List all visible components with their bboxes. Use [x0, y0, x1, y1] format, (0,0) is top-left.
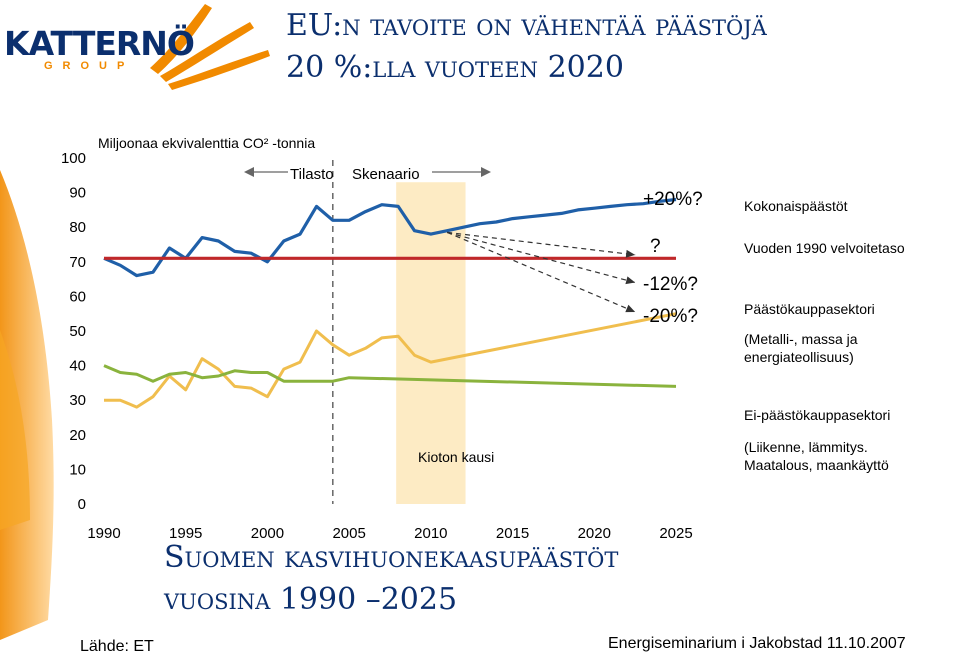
legend-non-trading-note-2: Maatalous, maankäyttö — [744, 457, 889, 473]
period-label-statistics: Tilasto — [290, 166, 334, 183]
x-tick-label: 2025 — [659, 525, 692, 542]
logo-wordmark: KATTERNÖ — [4, 24, 195, 63]
period-labels: Tilasto Skenaario — [244, 166, 491, 183]
y-tick-label: 40 — [69, 358, 86, 375]
x-tick-label: 2020 — [578, 525, 611, 542]
event-footer: Energiseminarium i Jakobstad 11.10.2007 — [608, 635, 906, 652]
scenario-arrowhead-icon — [625, 276, 636, 285]
scenario-arrow — [447, 231, 636, 256]
scenario-arrowhead-icon — [625, 304, 636, 313]
legend-non-trading-note-1: (Liikenne, lämmitys. — [744, 439, 868, 455]
chart-subtitle-line-2: vuosina 1990 –2025 — [164, 582, 458, 617]
y-tick-label: 80 — [69, 219, 86, 236]
scenario-arrows — [446, 231, 636, 313]
x-tick-label: 2015 — [496, 525, 529, 542]
scenario-label-minus12: -12%? — [643, 274, 698, 295]
legend-trading: Päästökauppasektori — [744, 301, 875, 317]
series-emissions-trading — [104, 312, 677, 409]
kyoto-period-band — [396, 182, 466, 504]
legend-trading-note-1: (Metalli-, massa ja — [744, 331, 858, 347]
scenario-label-unknown: ? — [650, 236, 661, 257]
y-tick-label: 30 — [69, 392, 86, 409]
page-title-line-2: 20 %:lla vuoteen 2020 — [286, 50, 624, 85]
chart-subtitle-line-1: Suomen kasvihuonekaasupäästöt — [164, 540, 619, 575]
chart-legend: Kokonaispäästöt Vuoden 1990 velvoitetaso… — [744, 198, 905, 473]
y-tick-label: 70 — [69, 254, 86, 271]
y-axis-label: Miljoonaa ekvivalenttia CO² -tonnia — [98, 135, 315, 151]
legend-non-trading: Ei-päästökauppasektori — [744, 407, 890, 423]
scenario-arrow — [447, 231, 636, 284]
y-tick-label: 90 — [69, 185, 86, 202]
legend-trading-note-2: energiateollisuus) — [744, 349, 854, 365]
x-tick-label: 2000 — [251, 525, 284, 542]
scenario-label-plus20: +20%? — [643, 189, 703, 210]
y-tick-label: 100 — [61, 150, 86, 167]
y-tick-label: 0 — [78, 496, 86, 513]
y-tick-label: 50 — [69, 323, 86, 340]
scenario-value-labels: +20%? ? -12%? -20%? — [643, 189, 703, 327]
y-tick-label: 60 — [69, 288, 86, 305]
legend-total: Kokonaispäästöt — [744, 198, 848, 214]
x-tick-label: 2010 — [414, 525, 447, 542]
y-tick-label: 10 — [69, 461, 86, 478]
x-tick-label: 1990 — [87, 525, 120, 542]
legend-obligation: Vuoden 1990 velvoitetaso — [744, 240, 905, 256]
scenario-arrowhead-icon — [625, 249, 636, 258]
x-tick-label: 2005 — [332, 525, 365, 542]
page-title-line-1: EU:n tavoite on vähentää päästöjä — [286, 8, 767, 43]
y-tick-label: 20 — [69, 427, 86, 444]
series-total-emissions — [103, 197, 677, 278]
source-note: Lähde: ET — [80, 638, 154, 655]
period-label-scenario: Skenaario — [352, 166, 420, 183]
kyoto-period-label: Kioton kausi — [418, 449, 494, 465]
scenario-label-minus20: -20%? — [643, 306, 698, 327]
logo-group-label: GROUP — [44, 60, 135, 72]
x-tick-label: 1995 — [169, 525, 202, 542]
scenario-arrow — [446, 231, 636, 313]
